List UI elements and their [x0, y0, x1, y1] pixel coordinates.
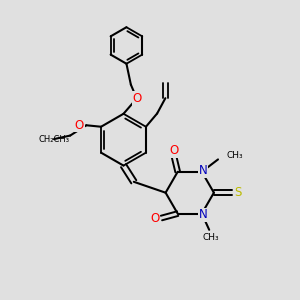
Text: CH₂CH₃: CH₂CH₃: [38, 135, 69, 144]
Text: CH₃: CH₃: [202, 233, 219, 242]
Text: CH₃: CH₃: [226, 152, 243, 160]
Text: O: O: [169, 144, 179, 157]
Text: N: N: [199, 164, 207, 177]
Text: O: O: [132, 92, 141, 105]
Text: S: S: [234, 186, 242, 199]
Text: O: O: [150, 212, 160, 224]
Text: N: N: [199, 208, 207, 221]
Text: O: O: [75, 119, 84, 132]
